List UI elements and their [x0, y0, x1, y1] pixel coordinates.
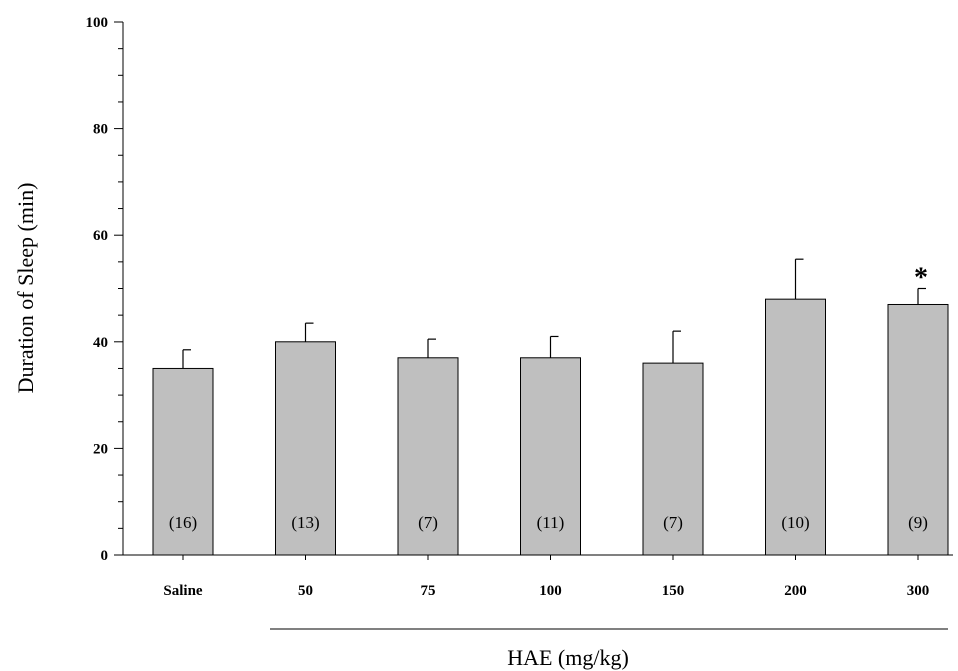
x-tick-label: 75 [421, 583, 436, 599]
sample-size-label: (7) [418, 513, 438, 532]
x-tick-label: 150 [662, 583, 685, 599]
y-tick-label: 80 [93, 122, 108, 138]
significance-marker: * [914, 263, 928, 294]
x-tick-label: 200 [784, 583, 807, 599]
sample-size-label: (10) [781, 513, 809, 532]
bar [642, 362, 704, 556]
y-axis-title: Duration of Sleep (min) [13, 183, 38, 394]
x-tick-label: Saline [163, 583, 203, 599]
sample-size-label: (16) [169, 513, 197, 532]
x-tick-label: 100 [539, 583, 562, 599]
sample-size-label: (9) [908, 513, 928, 532]
bar [887, 303, 949, 556]
y-tick-label: 60 [93, 228, 108, 244]
sample-size-label: (13) [291, 513, 319, 532]
sample-size-label: (11) [537, 513, 565, 532]
group-label: HAE (mg/kg) [507, 645, 629, 670]
y-tick-label: 100 [86, 15, 109, 31]
x-tick-label: 50 [298, 583, 313, 599]
y-axis: 0 20 40 60 80 100 [86, 15, 124, 564]
y-tick-label: 40 [93, 335, 108, 351]
bar [397, 357, 459, 556]
x-tick-label: 300 [907, 583, 930, 599]
bar [765, 298, 826, 556]
y-tick-label: 20 [93, 441, 108, 457]
bar [520, 357, 581, 556]
y-tick-label: 0 [101, 548, 109, 564]
sample-size-label: (7) [663, 513, 683, 532]
bar [275, 341, 336, 556]
bars: (16) (13) (7) (11) (7) (10) (9) * [152, 258, 949, 556]
bar [152, 367, 214, 556]
x-axis: Saline 50 75 100 150 200 300 [123, 554, 953, 599]
